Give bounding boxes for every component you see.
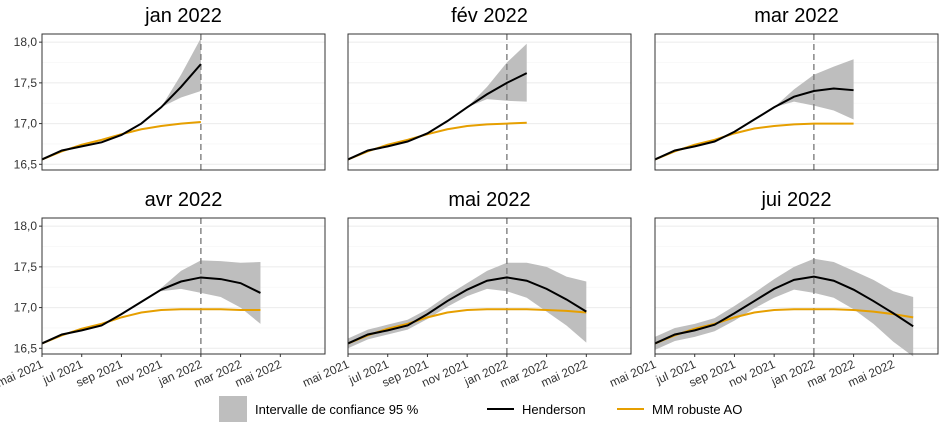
ci-ribbon: [348, 262, 587, 349]
legend-henderson-label: Henderson: [522, 402, 586, 417]
panel-3: mar 2022: [654, 5, 939, 171]
panel-title: fév 2022: [451, 5, 528, 27]
panel-title: mar 2022: [754, 5, 839, 27]
y-tick-label: 17,5: [14, 260, 38, 274]
ci-ribbon: [655, 258, 914, 357]
panel-border: [347, 217, 632, 355]
ci-ribbon: [161, 38, 201, 108]
legend: Intervalle de confiance 95 % Henderson M…: [219, 396, 742, 422]
panel-title: mai 2022: [448, 189, 530, 211]
legend-ci-key: [219, 396, 247, 422]
y-tick-label: 18,0: [14, 35, 38, 49]
legend-ci-label: Intervalle de confiance 95 %: [255, 402, 419, 417]
ci-ribbon: [467, 43, 527, 108]
x-tick-label: mai 2021: [0, 357, 46, 390]
panel-border: [41, 217, 326, 355]
ci-ribbon: [161, 260, 261, 324]
series-henderson-line: [41, 276, 261, 345]
series-henderson-line: [347, 72, 528, 161]
panel-border: [654, 33, 939, 171]
panel-border: [41, 33, 326, 171]
y-tick-label: 17,0: [14, 301, 38, 315]
panel-border: [347, 33, 632, 171]
series-robust-line: [654, 122, 854, 161]
y-tick-label: 17,5: [14, 76, 38, 90]
x-tick-label: nov 2021: [727, 357, 778, 390]
series-robust-line: [41, 308, 261, 345]
y-tick-label: 17,0: [14, 117, 38, 131]
series-robust-line: [347, 308, 587, 345]
panel-title: jui 2022: [760, 189, 831, 211]
x-tick-label: nov 2021: [114, 357, 165, 390]
series-henderson-line: [654, 275, 914, 345]
panel-border: [654, 217, 939, 355]
series-henderson-line: [41, 63, 202, 161]
x-tick-label: nov 2021: [420, 357, 471, 390]
series-robust-line: [654, 308, 914, 345]
x-tick-label: mai 2021: [607, 357, 658, 390]
x-tick-label: mai 2022: [233, 357, 284, 390]
panel-1: jan 2022 16,5 17,0 17,5 18,0: [14, 5, 326, 171]
x-tick-label: mai 2022: [846, 357, 897, 390]
legend-robust-label: MM robuste AO: [652, 402, 742, 417]
y-tick-label: 16,5: [14, 157, 38, 171]
y-tick-label: 18,0: [14, 219, 38, 233]
panel-2: fév 2022: [347, 5, 632, 171]
series-henderson-line: [347, 276, 587, 345]
panel-title: avr 2022: [145, 189, 223, 211]
panel-title: jan 2022: [144, 5, 222, 27]
y-tick-label: 16,5: [14, 341, 38, 355]
x-tick-label: mai 2021: [300, 357, 351, 390]
series-robust-line: [41, 120, 201, 161]
x-tick-label: mai 2022: [539, 357, 590, 390]
series-henderson-line: [654, 87, 854, 161]
